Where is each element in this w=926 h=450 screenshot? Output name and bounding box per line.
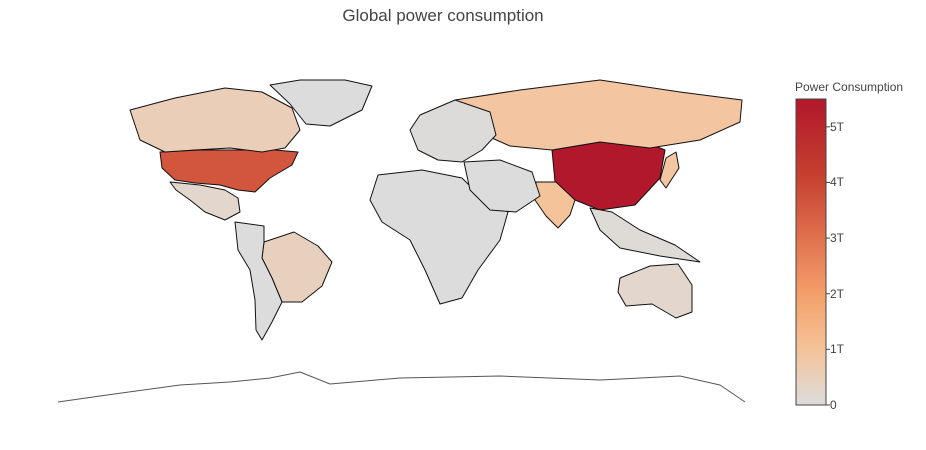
region-japan[interactable] — [659, 151, 680, 189]
region-russia[interactable] — [454, 79, 743, 151]
colorbar-title: Power Consumption — [795, 80, 904, 94]
chart-title: Global power consumption — [342, 6, 544, 25]
region-india[interactable] — [534, 181, 576, 229]
region-south-america-other[interactable] — [234, 221, 283, 341]
region-southeast-asia[interactable] — [589, 207, 701, 263]
colorbar-tick-label: 2T — [830, 286, 845, 301]
colorbar-tick-label: 1T — [830, 342, 845, 357]
region-mexico[interactable] — [169, 181, 241, 221]
colorbar-tick-label: 5T — [830, 119, 845, 134]
region-middle-east[interactable] — [463, 159, 541, 213]
colorbar-tick-label: 3T — [830, 231, 845, 246]
colorbar — [795, 98, 830, 406]
region-australia[interactable] — [617, 263, 693, 319]
region-antarctica[interactable] — [57, 371, 746, 403]
colorbar-tick-label: 0 — [830, 398, 837, 412]
region-africa[interactable] — [369, 169, 509, 305]
region-canada[interactable] — [129, 87, 301, 153]
region-greenland[interactable] — [269, 79, 373, 127]
region-europe[interactable] — [409, 99, 497, 163]
colorbar-tick-label: 4T — [830, 175, 845, 190]
